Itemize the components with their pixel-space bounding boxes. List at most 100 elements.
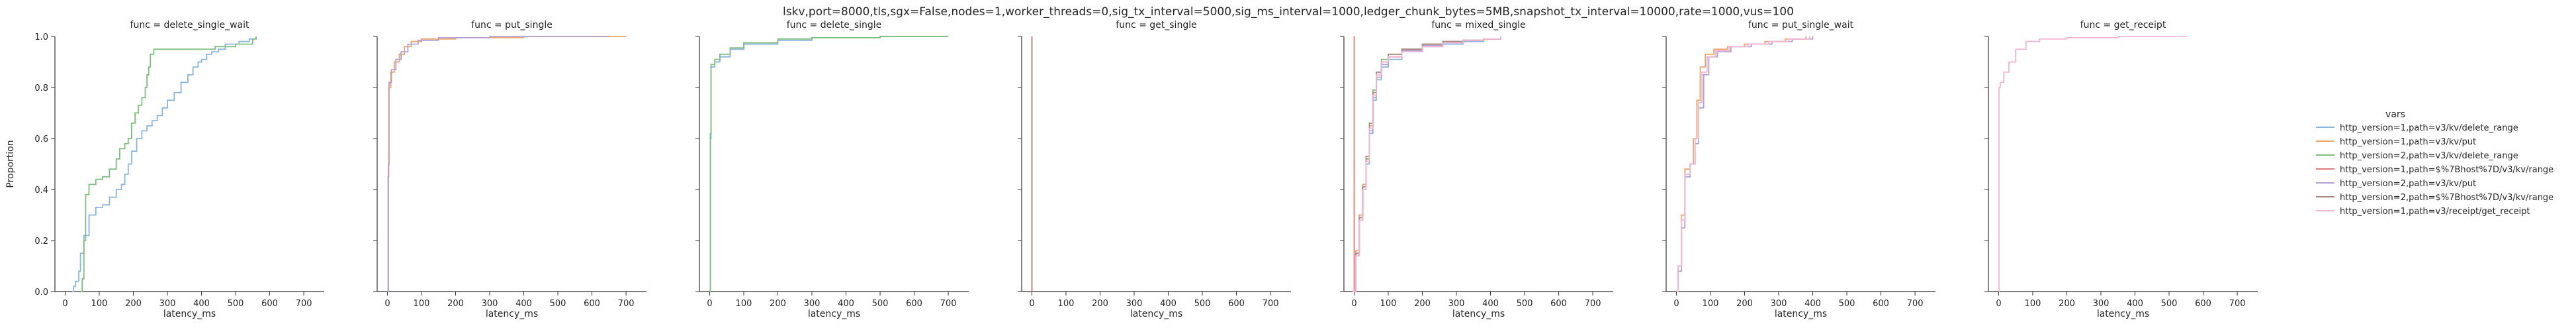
x-tick-label: 200 (1736, 299, 1753, 309)
x-tick-label: 100 (1058, 299, 1075, 309)
x-tick-label: 100 (91, 299, 108, 309)
x-tick-label: 300 (482, 299, 498, 309)
x-tick-label: 100 (2025, 299, 2041, 309)
x-tick-label: 600 (1228, 299, 1245, 309)
y-tick-label: 1.0 (34, 32, 48, 42)
legend-entry-label: http_version=1,path=v3/kv/delete_range (2340, 123, 2518, 133)
x-tick-label: 500 (1839, 299, 1855, 309)
legend-entry-label: http_version=2,path=$%7Bhost%7D/v3/kv/ra… (2340, 193, 2554, 203)
x-tick-label: 500 (228, 299, 244, 309)
x-tick-label: 200 (2059, 299, 2075, 309)
x-tick-label: 500 (2161, 299, 2178, 309)
panel-title: func = get_receipt (2080, 20, 2166, 30)
facet-panel: func = delete_single_wait 0.0 0.2 0.4 0.6 0.8… (34, 20, 324, 319)
x-tick-label: 100 (1380, 299, 1397, 309)
facet-panel: func = delete_single 0 100 200 300 400 500 600 7… (695, 20, 969, 319)
x-tick-label: 300 (2093, 299, 2110, 309)
legend-entry-label: http_version=1,path=$%7Bhost%7D/v3/kv/ra… (2340, 165, 2554, 175)
x-tick-label: 0 (1351, 299, 1356, 309)
x-tick-label: 700 (296, 299, 312, 309)
x-tick-label: 0 (707, 299, 712, 309)
facet-panel: func = mixed_single 0 100 200 300 400 500 600 70… (1340, 20, 1613, 319)
x-axis-label: latency_ms (1452, 309, 1505, 319)
x-tick-label: 600 (906, 299, 922, 309)
x-tick-label: 600 (2195, 299, 2211, 309)
x-tick-label: 500 (1194, 299, 1211, 309)
x-tick-label: 200 (770, 299, 786, 309)
x-tick-label: 700 (1907, 299, 1924, 309)
x-tick-label: 400 (838, 299, 854, 309)
x-tick-label: 700 (618, 299, 635, 309)
x-tick-label: 400 (1160, 299, 1177, 309)
ecdf-line (1352, 36, 1501, 292)
x-tick-label: 400 (2127, 299, 2143, 309)
x-tick-label: 700 (2229, 299, 2246, 309)
y-tick-label: 0.4 (34, 186, 48, 195)
ecdf-line (709, 36, 949, 292)
x-axis-label: latency_ms (1130, 309, 1182, 319)
x-axis-label: latency_ms (486, 309, 538, 319)
x-tick-label: 0 (384, 299, 390, 309)
x-tick-label: 200 (125, 299, 142, 309)
x-axis-label: latency_ms (163, 309, 216, 319)
legend-entry-label: http_version=2,path=v3/kv/put (2340, 179, 2476, 189)
legend-title: vars (2385, 109, 2405, 120)
x-tick-label: 400 (515, 299, 532, 309)
x-axis-label: latency_ms (1775, 309, 1827, 319)
y-tick-label: 0.6 (34, 135, 48, 144)
x-tick-label: 700 (940, 299, 957, 309)
ecdf-line (1352, 36, 1501, 292)
panel-title: func = delete_single_wait (130, 20, 249, 30)
ecdf-line (1998, 36, 2186, 292)
x-tick-label: 0 (1996, 299, 2001, 309)
y-axis-label: Proportion (5, 140, 16, 188)
x-tick-label: 100 (1703, 299, 1719, 309)
x-tick-label: 200 (447, 299, 464, 309)
panel-title: func = put_single (471, 20, 553, 30)
ecdf-line (71, 36, 257, 292)
ecdf-line (1352, 36, 1501, 292)
ecdf-line (1676, 36, 1807, 292)
x-tick-label: 100 (736, 299, 752, 309)
x-tick-label: 700 (1263, 299, 1279, 309)
ecdf-line (1352, 36, 1501, 292)
x-tick-label: 600 (261, 299, 278, 309)
panel-title: func = put_single_wait (1748, 20, 1854, 30)
figure-suptitle: lskv,port=8000,tls,sgx=False,nodes=1,wor… (783, 5, 1794, 19)
x-tick-label: 400 (1804, 299, 1821, 309)
legend-entry-label: http_version=2,path=v3/kv/delete_range (2340, 151, 2518, 161)
facet-panel: func = put_single_wait 0 100 200 300 400 500 60… (1662, 20, 1935, 319)
x-tick-label: 400 (1482, 299, 1499, 309)
x-tick-label: 400 (193, 299, 210, 309)
x-tick-label: 300 (1771, 299, 1787, 309)
x-tick-label: 100 (414, 299, 430, 309)
x-axis-label: latency_ms (808, 309, 860, 319)
ecdf-line (1352, 36, 1501, 292)
ecdf-line (1676, 36, 1814, 292)
facet-panel: func = get_single 0 100 200 300 400 500 600 700 l… (1018, 20, 1291, 319)
facet-panel: func = get_receipt 0 100 200 300 400 500 600 700… (1984, 20, 2258, 319)
panel-title: func = delete_single (787, 20, 882, 30)
panel-title: func = get_single (1116, 20, 1196, 30)
x-tick-label: 0 (1029, 299, 1034, 309)
ecdf-line (387, 36, 627, 292)
x-tick-label: 500 (1517, 299, 1533, 309)
x-tick-label: 600 (1550, 299, 1567, 309)
legend-entry-label: http_version=1,path=v3/receipt/get_recei… (2340, 207, 2530, 217)
x-tick-label: 600 (1873, 299, 1889, 309)
facet-panel: func = put_single 0 100 200 300 400 500 600 700 l… (373, 20, 646, 319)
x-tick-label: 300 (804, 299, 821, 309)
x-tick-label: 300 (1126, 299, 1143, 309)
legend-entry-label: http_version=1,path=v3/kv/put (2340, 137, 2476, 147)
y-tick-label: 0.0 (34, 288, 48, 298)
x-axis-label: latency_ms (2097, 309, 2149, 319)
x-tick-label: 200 (1092, 299, 1108, 309)
x-tick-label: 0 (62, 299, 67, 309)
x-tick-label: 300 (1448, 299, 1465, 309)
x-tick-label: 300 (159, 299, 176, 309)
x-tick-label: 200 (1414, 299, 1431, 309)
ecdf-line (387, 36, 609, 292)
y-tick-label: 0.8 (34, 83, 48, 93)
ecdf-line (80, 36, 257, 292)
